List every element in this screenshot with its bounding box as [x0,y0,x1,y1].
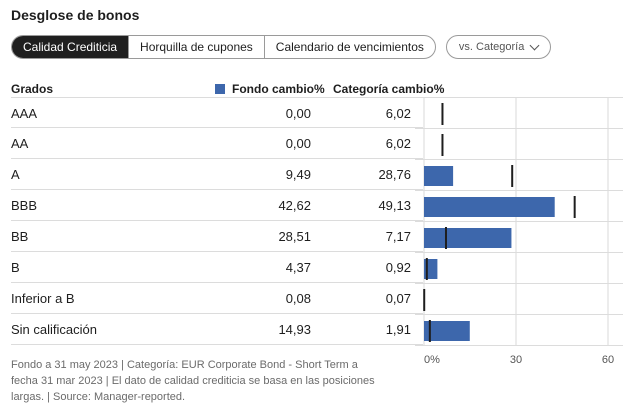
category-value: 6,02 [385,136,411,151]
tick-categoria [573,196,576,218]
grade-name: BB [11,229,29,244]
tab-horquilla-de-cupones[interactable]: Horquilla de cupones [128,36,264,58]
tick-categoria [511,165,514,187]
tick-categoria [441,103,444,125]
fund-value: 4,37 [285,260,311,275]
grade-name: A [11,167,20,182]
fund-value: 9,49 [285,167,311,182]
fund-value: 0,00 [285,106,311,121]
category-value: 0,07 [385,291,411,306]
tick-categoria [423,289,426,311]
category-value: 6,02 [385,106,411,121]
table-row: BBB 42,62 49,13 [11,190,423,221]
x-tick-label: 0% [424,354,440,366]
fund-value: 0,00 [285,136,311,151]
credit-quality-chart: 0% 30 60 [415,97,623,366]
table-row: A 9,49 28,76 [11,159,423,190]
table-row: Sin calificación 14,93 1,91 [11,314,423,345]
bar-fondo [424,197,555,217]
bar-fondo [424,321,470,341]
chevron-down-icon [529,40,540,50]
header-fondo: Fondo cambio% [215,82,325,96]
category-value: 49,13 [378,198,411,213]
fund-value: 0,08 [285,291,311,306]
table-row: B 4,37 0,92 [11,252,423,283]
comparison-dropdown[interactable]: vs. Categoría [445,35,552,59]
grade-name: B [11,260,20,275]
tab-calidad-crediticia[interactable]: Calidad Crediticia [12,36,129,58]
grade-name: Inferior a B [11,291,75,306]
table-row: AAA 0,00 6,02 [11,97,423,128]
page-title: Desglose de bonos [11,7,140,23]
header-fondo-label: Fondo cambio% [232,82,325,96]
category-value: 1,91 [385,322,411,337]
tick-categoria [428,320,431,342]
header-grades: Grados [11,82,54,96]
table-body: AAA 0,00 6,02 AA 0,00 6,02 A 9,49 28,76 … [11,97,423,345]
category-value: 0,92 [385,260,411,275]
x-tick-label: 30 [510,354,522,366]
grade-name: Sin calificación [11,322,97,337]
category-value: 28,76 [378,167,411,182]
legend-swatch-fondo [215,84,225,94]
tab-bar: Calidad Crediticia Horquilla de cupones … [11,35,552,59]
comparison-dropdown-label: vs. Categoría [458,41,525,53]
bar-fondo [424,228,512,248]
table-row: AA 0,00 6,02 [11,128,423,159]
tab-group: Calidad Crediticia Horquilla de cupones … [11,35,436,59]
fund-value: 28,51 [278,229,311,244]
grade-name: AAA [11,106,38,121]
tick-categoria [441,134,444,156]
grade-name: AA [11,136,29,151]
tick-categoria [425,258,428,280]
tab-calendario-de-vencimientos[interactable]: Calendario de vencimientos [263,36,435,58]
table-row: BB 28,51 7,17 [11,221,423,252]
table-row: Inferior a B 0,08 0,07 [11,283,423,314]
grade-name: BBB [11,198,38,213]
fund-value: 14,93 [278,322,311,337]
category-value: 7,17 [385,229,411,244]
footnote: Fondo a 31 may 2023 | Categoría: EUR Cor… [11,359,375,403]
header-categoria: Categoría cambio% [333,82,445,96]
table-header: Grados Fondo cambio% Categoría cambio% [11,81,623,97]
fund-value: 42,62 [278,198,311,213]
tick-categoria [444,227,447,249]
bar-fondo [424,166,454,186]
x-tick-label: 60 [602,354,614,366]
